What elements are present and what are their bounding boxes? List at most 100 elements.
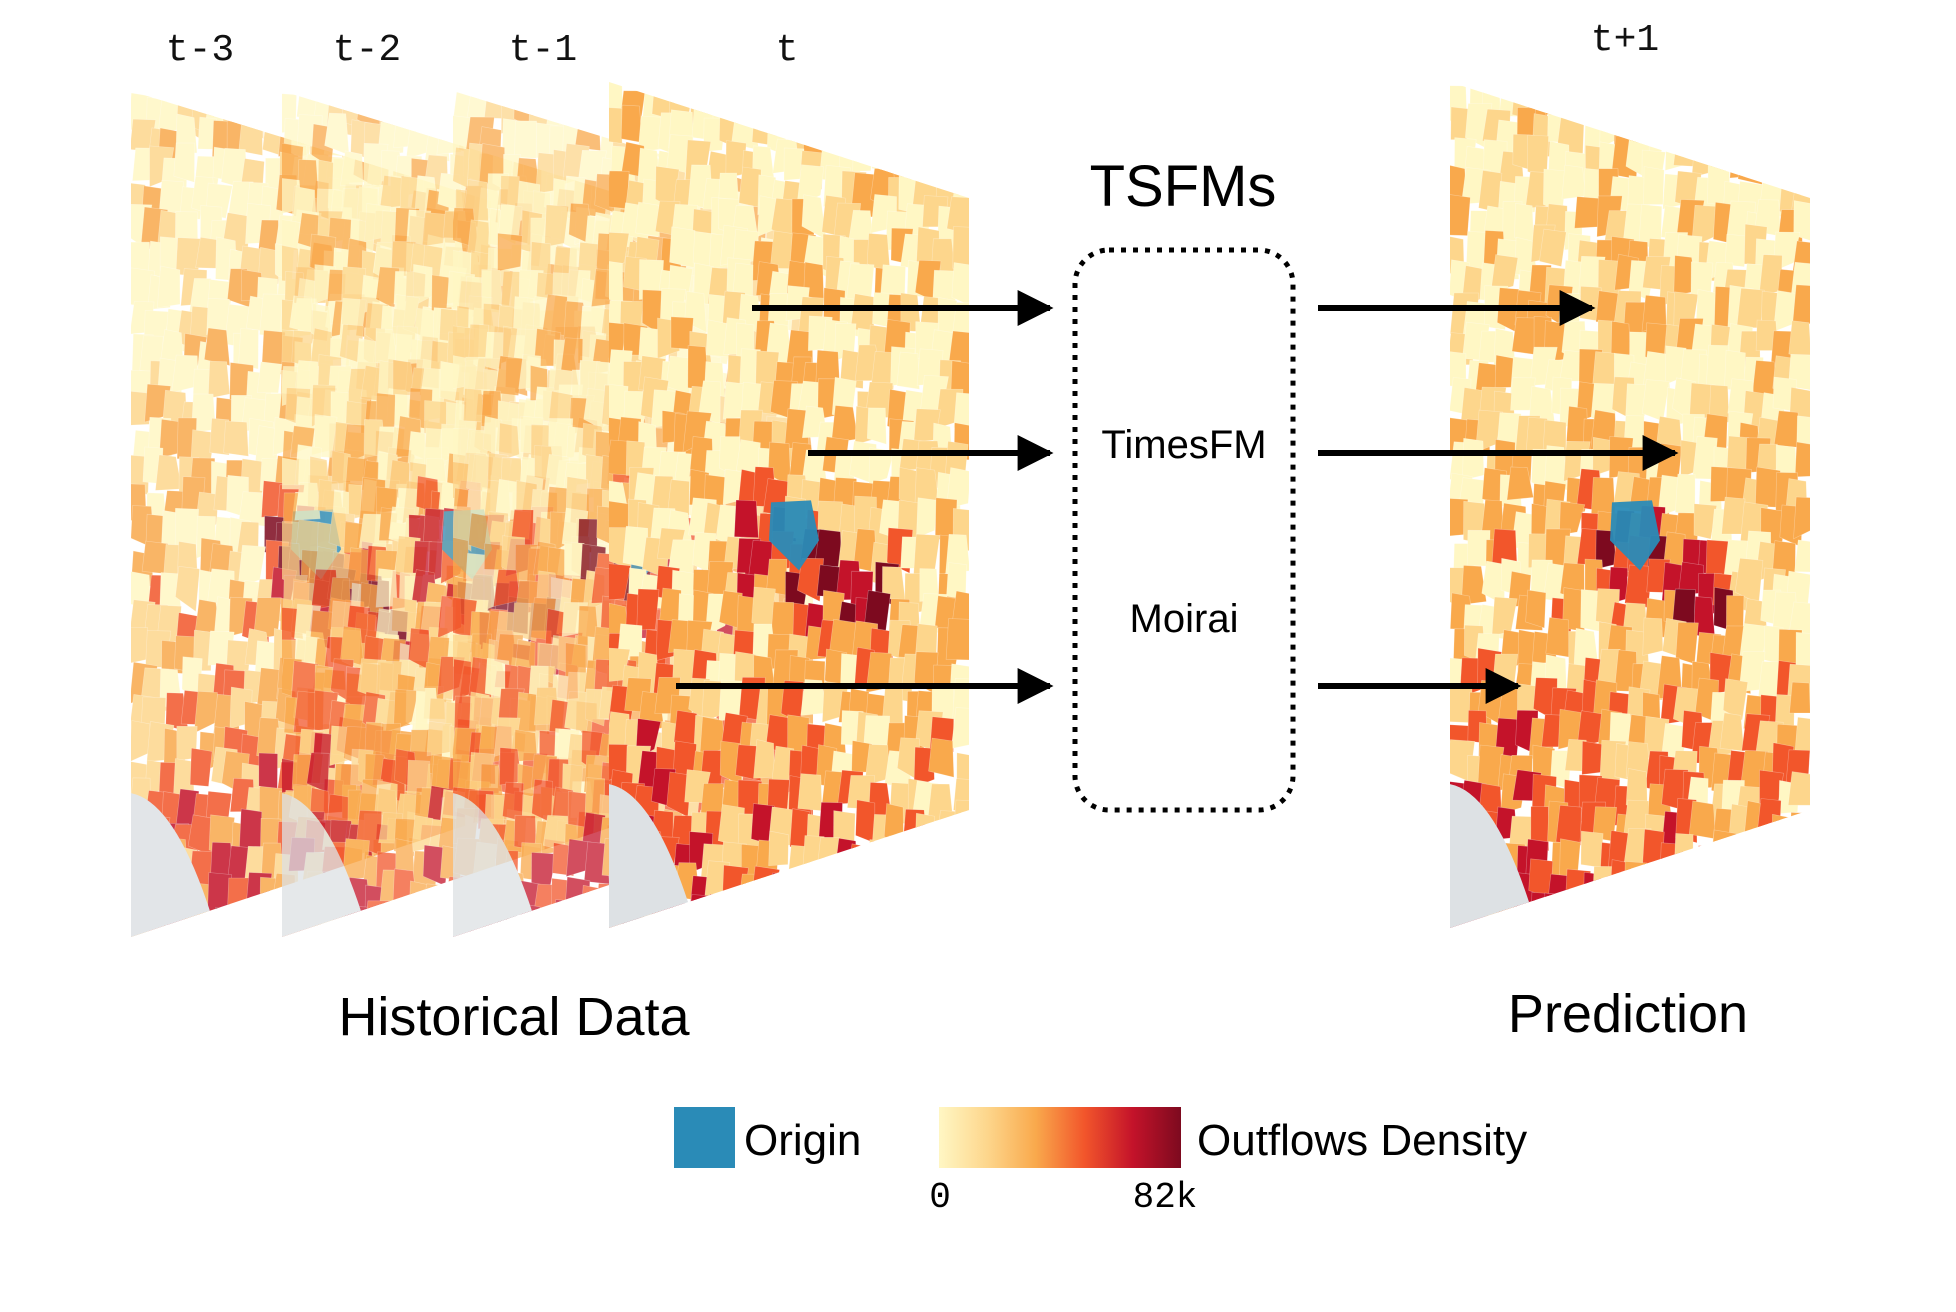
map-region <box>189 747 213 787</box>
map-region <box>1530 806 1550 852</box>
map-region <box>786 894 810 928</box>
map-region <box>830 113 859 153</box>
map-region <box>901 865 927 910</box>
legend-origin-swatch <box>674 1107 735 1168</box>
map-region <box>1794 716 1810 755</box>
map-region <box>1626 82 1653 114</box>
map-region <box>407 91 431 123</box>
map-region <box>886 893 910 928</box>
map-region <box>1671 866 1697 909</box>
map-region <box>1737 140 1763 185</box>
model-label-moirai: Moirai <box>1130 597 1239 641</box>
map-region <box>687 894 715 928</box>
map-region <box>739 91 768 124</box>
map-region <box>825 87 847 128</box>
map-region <box>1506 466 1534 501</box>
map-region <box>756 885 783 926</box>
map-region <box>1771 813 1791 860</box>
map-region <box>1760 895 1786 928</box>
map-region <box>866 85 889 126</box>
map-region <box>939 830 965 877</box>
map-region <box>1788 320 1810 362</box>
map-region <box>547 906 567 937</box>
map-region <box>1591 82 1617 122</box>
map-region <box>1731 893 1754 928</box>
map-region <box>289 295 315 335</box>
map-region <box>945 114 969 160</box>
map-region <box>1663 107 1687 146</box>
map-region <box>795 92 813 136</box>
legend-density-label: Outflows Density <box>1197 1116 1527 1165</box>
map-region <box>944 893 969 928</box>
map-region <box>1794 441 1810 478</box>
map-region <box>1697 845 1721 885</box>
map-region <box>933 901 962 928</box>
map-region <box>553 899 580 937</box>
map-region <box>883 868 914 908</box>
map-region <box>751 865 780 899</box>
map-region <box>1559 501 1586 536</box>
map-region <box>1724 82 1753 126</box>
map-region <box>749 900 770 928</box>
map-region <box>1645 867 1674 908</box>
map-region <box>294 481 321 521</box>
map-region <box>1788 116 1810 153</box>
map-region <box>952 799 969 843</box>
map-region <box>1676 900 1702 928</box>
map-region <box>257 246 281 285</box>
map-region <box>1592 351 1617 389</box>
map-region <box>394 325 420 365</box>
map-region <box>1710 89 1736 132</box>
map-region <box>714 911 737 937</box>
map-region <box>378 907 403 937</box>
legend-density-colorbar <box>939 1107 1181 1168</box>
map-region <box>951 133 969 178</box>
map-region <box>155 454 183 491</box>
map-region <box>544 204 569 248</box>
map-region <box>581 904 609 937</box>
map-region <box>1525 589 1547 629</box>
map-region <box>583 387 609 433</box>
map-region <box>831 405 859 444</box>
map-region <box>1787 897 1809 928</box>
map-region <box>421 883 447 923</box>
map-region <box>425 91 448 135</box>
map-region <box>257 899 281 937</box>
map-region <box>725 897 749 928</box>
map-region <box>738 166 762 208</box>
map-region <box>765 902 789 937</box>
map-region <box>408 907 435 937</box>
map-region <box>815 836 840 878</box>
map-region <box>1787 771 1810 806</box>
legend-scale-max: 82k <box>1133 1177 1198 1218</box>
map-region <box>896 899 925 928</box>
map-region <box>1673 833 1694 873</box>
flow-arrows <box>676 290 1679 704</box>
map-region <box>913 746 935 788</box>
map-region <box>1580 830 1604 868</box>
map-region <box>1625 900 1652 928</box>
map-region <box>775 905 797 937</box>
map-region <box>1558 901 1584 928</box>
map-region <box>575 91 602 124</box>
map-region <box>934 148 958 193</box>
map-region <box>797 900 823 928</box>
map-region <box>1643 166 1665 205</box>
map-region <box>393 688 419 733</box>
prediction-caption: Prediction <box>1508 984 1748 1044</box>
map-region <box>897 837 925 884</box>
map-region <box>582 91 607 121</box>
map-region <box>1510 904 1536 928</box>
map-region <box>609 107 623 144</box>
map-region <box>1674 473 1696 516</box>
map-region <box>1719 712 1745 752</box>
map-region <box>226 877 251 916</box>
map-region <box>888 835 915 882</box>
map-region <box>1723 865 1750 908</box>
map-region <box>699 898 724 937</box>
map-region <box>880 118 907 161</box>
map-region <box>579 884 603 928</box>
map-region <box>1745 900 1772 928</box>
map-region <box>589 91 613 128</box>
map-region <box>851 890 878 928</box>
